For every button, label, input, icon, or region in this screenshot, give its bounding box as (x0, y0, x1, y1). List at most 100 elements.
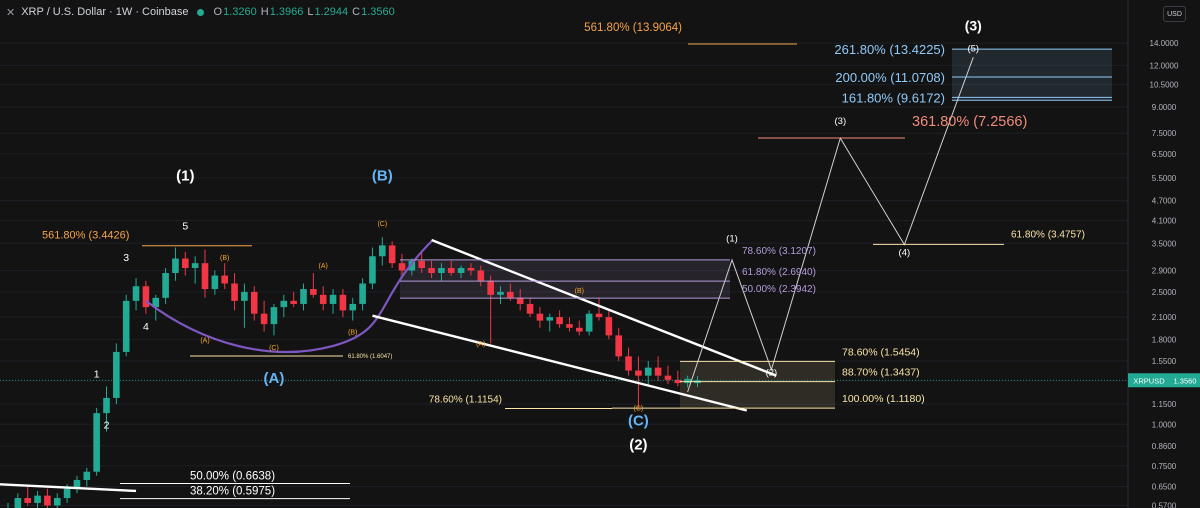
candle-body[interactable] (260, 313, 268, 325)
candle[interactable] (270, 303, 278, 336)
candle-body[interactable] (191, 263, 199, 269)
candle[interactable] (339, 289, 347, 318)
candle-body[interactable] (113, 351, 120, 398)
candle[interactable] (566, 317, 573, 332)
candle[interactable] (408, 258, 416, 276)
candle[interactable] (241, 283, 248, 328)
candle[interactable] (103, 386, 110, 432)
candle[interactable] (398, 254, 406, 279)
candle[interactable] (53, 493, 61, 508)
candle-body[interactable] (674, 379, 682, 384)
candle[interactable] (664, 365, 672, 385)
candle[interactable] (44, 488, 51, 508)
candle-body[interactable] (280, 300, 288, 308)
candle-body[interactable] (103, 397, 110, 414)
candle-body[interactable] (221, 275, 228, 284)
candle-body[interactable] (507, 291, 514, 298)
candle[interactable] (674, 370, 682, 387)
candle-body[interactable] (201, 263, 209, 290)
drawings[interactable] (0, 57, 1128, 493)
candle[interactable] (428, 260, 435, 279)
candle-body[interactable] (438, 268, 445, 273)
candle-body[interactable] (595, 313, 603, 318)
candle[interactable] (5, 502, 12, 508)
price-axis[interactable]: 14.0000 12.0000 10.5000 9.0000 7.5000 6.5000 5… (1127, 0, 1200, 508)
candle[interactable] (516, 289, 524, 311)
candle[interactable] (644, 360, 652, 387)
candle[interactable] (310, 272, 317, 298)
candle-body[interactable] (369, 256, 376, 284)
candle-body[interactable] (349, 303, 357, 311)
last-price-tag[interactable] (1128, 373, 1170, 388)
candle[interactable] (319, 286, 327, 311)
candle[interactable] (457, 265, 465, 279)
candle[interactable] (379, 237, 386, 266)
candle[interactable] (418, 251, 425, 273)
candle[interactable] (34, 490, 41, 508)
candle[interactable] (231, 272, 238, 311)
candle-body[interactable] (477, 270, 485, 281)
candle[interactable] (576, 320, 583, 336)
candle[interactable] (93, 407, 100, 476)
candle[interactable] (595, 297, 603, 321)
candle[interactable] (369, 247, 376, 290)
currency-button[interactable]: USD (1163, 6, 1186, 22)
candle[interactable] (24, 486, 31, 506)
candle[interactable] (487, 275, 494, 344)
candle-body[interactable] (487, 280, 494, 295)
candle-body[interactable] (83, 471, 91, 480)
candle-body[interactable] (34, 495, 41, 503)
candle-body[interactable] (319, 294, 327, 304)
channel-lower-line[interactable] (372, 314, 748, 412)
candle-body[interactable] (73, 479, 81, 489)
candle[interactable] (113, 343, 120, 405)
candle[interactable] (182, 251, 189, 276)
candle[interactable] (329, 289, 337, 314)
candle-body[interactable] (250, 291, 258, 314)
candle[interactable] (73, 475, 81, 494)
candle-body[interactable] (457, 268, 465, 273)
candle[interactable] (536, 307, 544, 328)
candle-body[interactable] (182, 258, 189, 269)
candle[interactable] (447, 260, 455, 276)
projection-path[interactable] (687, 57, 974, 393)
candle[interactable] (142, 280, 150, 314)
candle-body[interactable] (576, 327, 583, 332)
candle-body[interactable] (615, 335, 622, 357)
cup-curve[interactable] (145, 240, 433, 354)
candle[interactable] (625, 347, 632, 376)
candle-body[interactable] (654, 367, 662, 376)
candle-body[interactable] (408, 260, 416, 271)
candle[interactable] (654, 356, 662, 381)
candle-body[interactable] (290, 300, 297, 304)
candle[interactable] (359, 278, 366, 311)
last-price-tag-value[interactable] (1170, 373, 1200, 388)
candle-body[interactable] (379, 245, 386, 257)
candle[interactable] (556, 310, 563, 328)
candle-body[interactable] (467, 268, 475, 271)
candle-body[interactable] (418, 260, 425, 269)
candle-body[interactable] (142, 286, 150, 308)
candle[interactable] (605, 310, 613, 340)
candle-body[interactable] (526, 303, 534, 314)
candle-body[interactable] (516, 297, 524, 304)
candle-body[interactable] (625, 356, 632, 371)
candle[interactable] (349, 297, 357, 321)
candle-body[interactable] (24, 498, 31, 503)
candle-body[interactable] (122, 300, 130, 352)
candle-body[interactable] (152, 297, 160, 308)
candle-body[interactable] (644, 367, 652, 376)
candle-body[interactable] (447, 268, 455, 273)
candle-body[interactable] (44, 495, 51, 506)
symbol-title[interactable]: XRP / U.S. Dollar · 1W · Coinbase (21, 6, 189, 18)
candle-body[interactable] (270, 307, 278, 325)
candle[interactable] (388, 241, 396, 269)
candle[interactable] (497, 286, 504, 304)
lower-trend-line[interactable] (0, 483, 137, 493)
candle-body[interactable] (566, 324, 573, 328)
candle[interactable] (615, 327, 622, 361)
candle-body[interactable] (546, 317, 554, 321)
candle[interactable] (467, 263, 475, 276)
candle-body[interactable] (310, 289, 317, 295)
